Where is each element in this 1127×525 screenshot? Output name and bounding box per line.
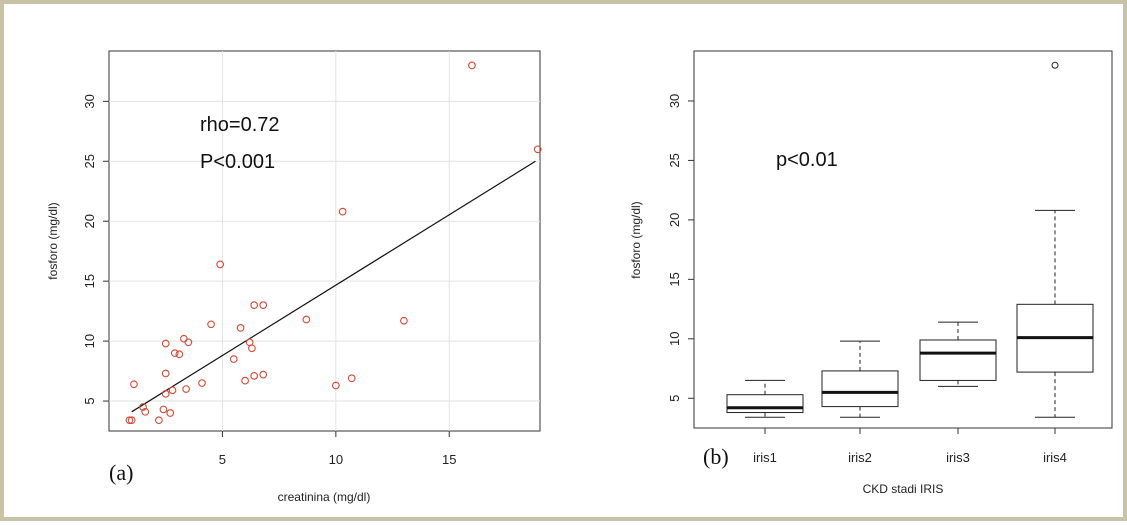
panel-label-b-background <box>702 436 748 470</box>
data-point <box>347 374 356 383</box>
scatter-plot-frame <box>108 50 541 432</box>
data-point <box>141 407 150 416</box>
y-tick-label: 15 <box>82 274 97 288</box>
category-label: iris1 <box>753 450 777 465</box>
data-point <box>533 145 542 154</box>
data-point <box>155 416 163 425</box>
x-tick-label: 15 <box>442 452 456 467</box>
y-tick-label: 30 <box>82 94 97 108</box>
boxplot-y-axis-title: fosforo (mg/dl) <box>629 201 643 278</box>
p-value-annotation-b: p<0.01 <box>776 149 838 171</box>
box-iris3 <box>919 339 997 381</box>
category-label: iris2 <box>848 450 872 465</box>
data-point <box>250 301 259 309</box>
data-point <box>161 389 170 398</box>
outlier-point <box>1051 61 1059 69</box>
data-point <box>161 369 170 378</box>
category-label: iris4 <box>1043 450 1067 465</box>
figure-canvas: 5 10 15 20 25 30 5 10 15 rho=0.72 P<0.001 creat… <box>46 50 1113 504</box>
data-point <box>125 416 134 425</box>
x-tick-label: 5 <box>219 452 226 467</box>
y-tick-label: 10 <box>82 334 97 348</box>
boxplot-boxes <box>726 61 1094 418</box>
data-point <box>236 324 245 332</box>
data-point <box>166 409 175 417</box>
box-iris2 <box>821 370 899 408</box>
data-point <box>400 316 408 325</box>
y-tick-label: 25 <box>82 154 97 168</box>
data-point <box>468 61 476 70</box>
data-point <box>175 350 184 359</box>
data-point <box>161 339 170 348</box>
data-point <box>229 355 238 363</box>
data-point <box>241 376 249 385</box>
scatter-gridlines <box>109 51 540 431</box>
data-point <box>207 320 215 329</box>
data-point <box>168 386 177 395</box>
scatter-x-axis-title: creatinina (mg/dl) <box>278 490 371 504</box>
y-tick-label: 30 <box>667 94 682 108</box>
data-point <box>159 405 168 414</box>
data-point <box>127 416 136 425</box>
scatter-y-axis: 5 10 15 20 25 30 <box>82 94 109 405</box>
y-tick-label: 25 <box>667 153 682 167</box>
data-point <box>248 344 256 353</box>
data-point <box>198 379 206 387</box>
category-label: iris3 <box>946 450 970 465</box>
boxplot-frame <box>693 50 1113 429</box>
panel-label-b: (b) <box>703 444 729 469</box>
boxplot-x-axis: iris1 iris2 iris3 iris4 <box>753 428 1067 465</box>
y-tick-label: 20 <box>667 213 682 227</box>
data-point <box>170 349 179 357</box>
boxplot-y-axis: 5 10 15 20 25 30 <box>667 94 694 402</box>
data-point <box>130 380 138 389</box>
rho-annotation: rho=0.72 <box>200 114 280 136</box>
y-tick-label: 15 <box>667 272 682 286</box>
regression-line <box>131 160 536 413</box>
boxplot-x-axis-title: CKD stadi IRIS <box>863 482 944 496</box>
y-tick-label: 5 <box>667 395 682 402</box>
scatter-points <box>125 61 542 425</box>
data-point <box>216 260 225 269</box>
data-point <box>184 338 193 347</box>
scatter-y-axis-title: fosforo (mg/dl) <box>46 202 60 279</box>
x-tick-label: 10 <box>329 452 343 467</box>
data-point <box>182 385 190 393</box>
y-tick-label: 20 <box>82 214 97 228</box>
data-point <box>259 370 268 379</box>
scatter-panel: 5 10 15 20 25 30 5 10 15 rho=0.72 P<0.001 creat… <box>46 50 542 504</box>
panel-label-a: (a) <box>109 460 133 485</box>
scatter-x-axis: 5 10 15 <box>219 431 456 467</box>
box-iris1 <box>726 394 804 414</box>
data-point <box>338 207 347 216</box>
data-point <box>139 403 147 411</box>
data-point <box>331 381 340 390</box>
y-tick-label: 10 <box>667 332 682 346</box>
y-tick-label: 5 <box>82 397 97 404</box>
data-point <box>259 301 268 309</box>
data-point <box>250 372 259 380</box>
p-value-annotation: P<0.001 <box>200 151 275 173</box>
data-point <box>302 315 311 324</box>
